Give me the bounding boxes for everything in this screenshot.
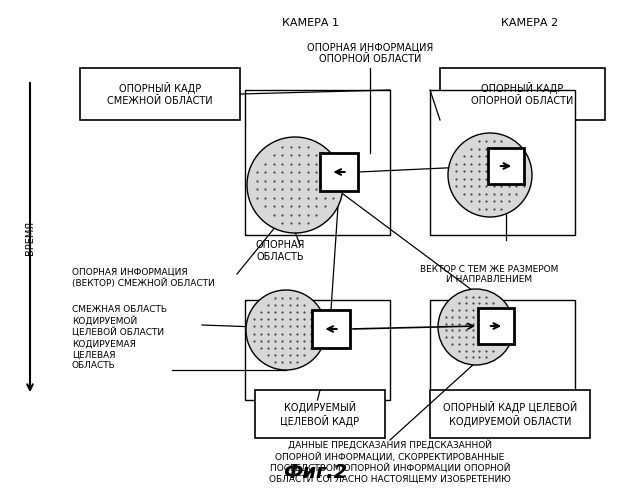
Text: ОПОРНАЯ ИНФОРМАЦИЯ
ОПОРНОЙ ОБЛАСТИ: ОПОРНАЯ ИНФОРМАЦИЯ ОПОРНОЙ ОБЛАСТИ (307, 42, 433, 64)
Bar (430, 300, 575, 400)
Text: КАМЕРА 2: КАМЕРА 2 (502, 18, 558, 28)
Bar (430, 90, 575, 235)
Text: КОДИРУЕМЫЙ
ЦЕЛЕВОЙ КАДР: КОДИРУЕМЫЙ ЦЕЛЕВОЙ КАДР (280, 401, 360, 427)
Circle shape (438, 289, 514, 365)
Bar (320, 153, 358, 191)
Bar (430, 390, 590, 438)
Bar (488, 148, 524, 184)
Text: ОПОРНАЯ
ОБЛАСТЬ: ОПОРНАЯ ОБЛАСТЬ (256, 240, 305, 262)
Bar (245, 90, 390, 235)
Text: ОПОРНЫЙ КАДР
СМЕЖНОЙ ОБЛАСТИ: ОПОРНЫЙ КАДР СМЕЖНОЙ ОБЛАСТИ (107, 82, 213, 106)
Text: ДАННЫЕ ПРЕДСКАЗАНИЯ ПРЕДСКАЗАННОЙ
ОПОРНОЙ ИНФОРМАЦИИ, СКОРРЕКТИРОВАННЫЕ
ПОСРЕДСТ: ДАННЫЕ ПРЕДСКАЗАНИЯ ПРЕДСКАЗАННОЙ ОПОРНО… (269, 440, 511, 483)
Text: КАМЕРА 1: КАМЕРА 1 (281, 18, 338, 28)
Text: ОПОРНАЯ ИНФОРМАЦИЯ
(ВЕКТОР) СМЕЖНОЙ ОБЛАСТИ: ОПОРНАЯ ИНФОРМАЦИЯ (ВЕКТОР) СМЕЖНОЙ ОБЛА… (72, 268, 215, 288)
Bar (255, 390, 385, 438)
Text: ВРЕМЯ: ВРЕМЯ (25, 220, 35, 254)
Text: ОПОРНЫЙ КАДР ЦЕЛЕВОЙ
КОДИРУЕМОЙ ОБЛАСТИ: ОПОРНЫЙ КАДР ЦЕЛЕВОЙ КОДИРУЕМОЙ ОБЛАСТИ (443, 401, 577, 427)
Circle shape (448, 133, 532, 217)
Bar (478, 308, 514, 344)
Circle shape (247, 137, 343, 233)
Circle shape (246, 290, 326, 370)
Text: СМЕЖНАЯ ОБЛАСТЬ
КОДИРУЕМОЙ
ЦЕЛЕВОЙ ОБЛАСТИ: СМЕЖНАЯ ОБЛАСТЬ КОДИРУЕМОЙ ЦЕЛЕВОЙ ОБЛАС… (72, 305, 167, 337)
Bar (80, 68, 240, 120)
Bar (312, 310, 350, 348)
Bar (245, 300, 390, 400)
Text: ВЕКТОР С ТЕМ ЖЕ РАЗМЕРОМ
И НАПРАВЛЕНИЕМ: ВЕКТОР С ТЕМ ЖЕ РАЗМЕРОМ И НАПРАВЛЕНИЕМ (420, 265, 558, 284)
Text: КОДИРУЕМАЯ
ЦЕЛЕВАЯ
ОБЛАСТЬ: КОДИРУЕМАЯ ЦЕЛЕВАЯ ОБЛАСТЬ (72, 340, 136, 370)
Text: Фиг.2: Фиг.2 (283, 463, 347, 482)
Bar (440, 68, 605, 120)
Text: ОПОРНЫЙ КАДР
ОПОРНОЙ ОБЛАСТИ: ОПОРНЫЙ КАДР ОПОРНОЙ ОБЛАСТИ (471, 82, 574, 106)
